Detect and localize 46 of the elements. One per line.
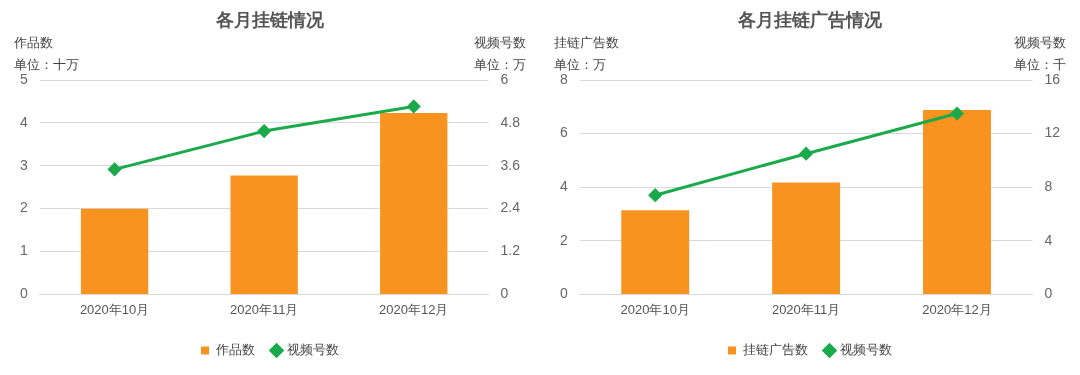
x-tick-label: 2020年10月 bbox=[620, 301, 690, 317]
y2-tick-label: 3.6 bbox=[500, 156, 521, 173]
bar bbox=[230, 175, 298, 294]
y-tick-label: 4 bbox=[559, 178, 568, 195]
y-tick-label: 3 bbox=[19, 156, 28, 173]
chart-title: 各月挂链广告情况 bbox=[737, 8, 883, 32]
x-tick-label: 2020年10月 bbox=[79, 301, 150, 317]
legend-label: 挂链广告数 bbox=[742, 342, 808, 358]
bar bbox=[80, 208, 149, 294]
point bbox=[799, 147, 813, 161]
y2-tick-label: 2.4 bbox=[500, 199, 521, 216]
x-tick-label: 2020年11月 bbox=[771, 301, 841, 317]
legend-label: 视频号数 bbox=[287, 342, 339, 358]
point bbox=[257, 124, 271, 138]
y2-axis-title: 视频号数 bbox=[474, 34, 526, 52]
legend-label: 视频号数 bbox=[840, 342, 892, 358]
y2-tick-label: 1.2 bbox=[500, 242, 521, 259]
y-tick-label: 0 bbox=[19, 285, 28, 302]
bar bbox=[923, 110, 991, 294]
chart-title: 各月挂链情况 bbox=[215, 8, 325, 32]
bar bbox=[380, 113, 448, 294]
y-tick-label: 2 bbox=[559, 231, 568, 248]
y-axis-title: 作品数 bbox=[14, 34, 53, 52]
y-tick-label: 0 bbox=[559, 285, 568, 302]
point bbox=[407, 99, 421, 113]
y-tick-label: 6 bbox=[559, 124, 568, 141]
y-tick-label: 1 bbox=[19, 242, 28, 259]
legend-label: 作品数 bbox=[214, 342, 255, 358]
bar bbox=[621, 210, 690, 294]
y-tick-label: 2 bbox=[19, 199, 28, 216]
y2-tick-label: 8 bbox=[1044, 178, 1053, 195]
y2-tick-label: 0 bbox=[1044, 285, 1053, 302]
point bbox=[648, 188, 662, 202]
x-tick-label: 2020年12月 bbox=[379, 301, 449, 317]
bar bbox=[772, 182, 841, 294]
y2-tick-label: 4.8 bbox=[500, 113, 521, 130]
x-tick-label: 2020年12月 bbox=[922, 301, 992, 317]
y2-tick-label: 0 bbox=[500, 285, 509, 302]
y-tick-label: 4 bbox=[19, 113, 28, 130]
y2-tick-label: 12 bbox=[1044, 124, 1061, 141]
y2-tick-label: 4 bbox=[1044, 231, 1053, 248]
point bbox=[108, 162, 122, 176]
point bbox=[950, 107, 964, 120]
y2-axis-title: 视频号数 bbox=[1014, 34, 1066, 52]
x-tick-label: 2020年11月 bbox=[229, 301, 299, 317]
y-axis-title: 挂链广告数 bbox=[554, 34, 619, 52]
